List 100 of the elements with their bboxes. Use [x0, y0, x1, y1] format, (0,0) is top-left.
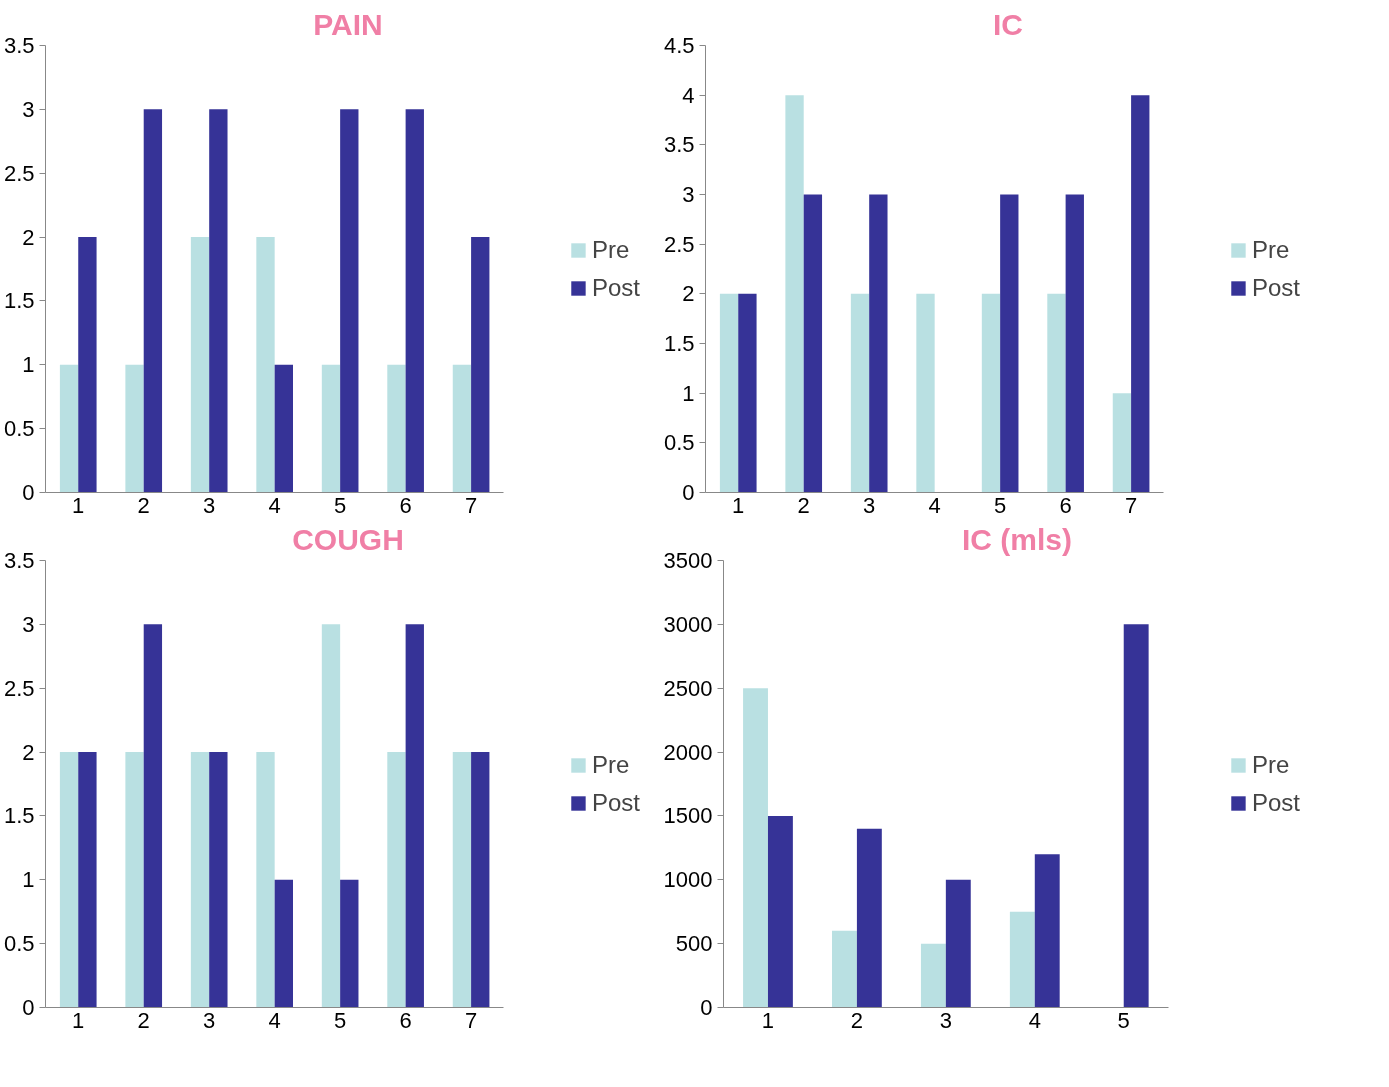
x-tick-label: 4	[268, 492, 281, 518]
bar	[143, 109, 163, 493]
bar	[405, 624, 424, 1008]
x-tick-label: 5	[994, 492, 1007, 518]
y-tick-label: 3500	[663, 548, 713, 573]
bar	[190, 752, 210, 1008]
bar	[1123, 624, 1149, 1008]
bar	[209, 109, 228, 493]
legend-label: Pre	[1251, 235, 1290, 264]
x-tick-label: 7	[464, 492, 478, 518]
y-tick-label: 3000	[663, 611, 713, 637]
y-tick-label: 500	[675, 931, 713, 957]
bar	[256, 752, 275, 1008]
x-tick-label: 2	[137, 492, 150, 518]
x-tick-label: 3	[203, 1007, 216, 1033]
bar	[452, 364, 472, 493]
x-tick-label: 6	[1059, 492, 1072, 518]
x-tick-label: 4	[1028, 1007, 1041, 1033]
bar	[916, 293, 935, 493]
y-tick-label: 2	[682, 281, 695, 307]
bar	[340, 879, 359, 1008]
y-tick-label: 4.5	[663, 33, 695, 58]
bar	[767, 815, 793, 1008]
bar	[452, 752, 472, 1008]
bar	[471, 237, 490, 493]
bar	[1112, 393, 1132, 493]
y-tick-label: 2	[22, 224, 35, 250]
y-tick-label: 3	[22, 96, 35, 122]
bar	[387, 752, 406, 1008]
legend-label: Post	[1251, 273, 1300, 302]
legend-label: Pre	[1251, 750, 1290, 779]
chart-title: PAIN	[313, 7, 383, 41]
bar	[1047, 293, 1066, 493]
y-tick-label: 1000	[663, 867, 713, 893]
chart-title: IC	[993, 7, 1023, 41]
y-tick-label: 0	[22, 995, 35, 1020]
bar	[78, 237, 97, 493]
bar	[209, 752, 228, 1008]
bar	[321, 624, 341, 1008]
y-tick-label: 2500	[663, 675, 713, 701]
x-tick-label: 3	[203, 492, 216, 518]
x-tick-label: 7	[1124, 492, 1138, 518]
y-tick-label: 1	[22, 352, 35, 378]
bar	[59, 752, 79, 1008]
y-tick-label: 3	[22, 611, 35, 637]
bar	[125, 364, 144, 493]
bar	[143, 624, 163, 1008]
x-tick-label: 2	[850, 1007, 864, 1033]
x-tick-label: 1	[72, 492, 85, 518]
bar	[785, 95, 804, 493]
bar	[274, 364, 293, 493]
x-tick-label: 3	[863, 492, 876, 518]
y-tick-label: 2000	[663, 739, 713, 765]
y-tick-label: 0	[700, 995, 713, 1020]
x-tick-label: 6	[399, 1007, 412, 1033]
y-tick-label: 1	[22, 867, 35, 893]
x-tick-label: 1	[761, 1007, 775, 1033]
y-tick-label: 1.5	[3, 288, 35, 314]
legend-label: Pre	[591, 750, 630, 779]
bar	[1009, 911, 1035, 1008]
bar	[1000, 194, 1019, 493]
y-tick-label: 0.5	[3, 416, 35, 442]
bar	[78, 752, 97, 1008]
y-tick-label: 0.5	[663, 430, 695, 456]
bar	[850, 293, 870, 493]
x-tick-label: 2	[137, 1007, 150, 1033]
bar	[190, 237, 210, 493]
y-tick-label: 1.5	[3, 803, 35, 829]
legend-label: Post	[591, 273, 640, 302]
x-tick-label: 4	[268, 1007, 281, 1033]
bar	[920, 943, 946, 1008]
bar	[738, 293, 757, 493]
y-tick-label: 3.5	[3, 548, 35, 573]
y-tick-label: 3.5	[3, 33, 35, 58]
chart-title: COUGH	[292, 522, 404, 556]
bar	[743, 688, 768, 1008]
bar	[387, 364, 406, 493]
bar	[471, 752, 490, 1008]
bar	[1065, 194, 1084, 493]
x-tick-label: 5	[334, 1007, 347, 1033]
y-tick-label: 1500	[663, 803, 713, 829]
x-tick-label: 7	[464, 1007, 478, 1033]
chart-title: IC (mls)	[962, 522, 1073, 556]
bar	[321, 364, 341, 493]
bar	[869, 194, 888, 493]
y-tick-label: 4	[682, 82, 695, 108]
bar	[945, 879, 971, 1008]
bar	[856, 828, 882, 1008]
bar	[405, 109, 424, 493]
y-tick-label: 1	[682, 380, 695, 406]
y-tick-label: 2.5	[3, 160, 35, 186]
y-tick-label: 3.5	[663, 132, 695, 158]
y-tick-label: 2	[22, 739, 35, 765]
y-tick-label: 3	[682, 182, 695, 207]
x-tick-label: 1	[732, 492, 745, 518]
bar	[59, 364, 79, 493]
bar	[981, 293, 1001, 493]
x-tick-label: 3	[939, 1007, 952, 1033]
bar	[340, 109, 359, 493]
legend-label: Post	[591, 788, 640, 817]
